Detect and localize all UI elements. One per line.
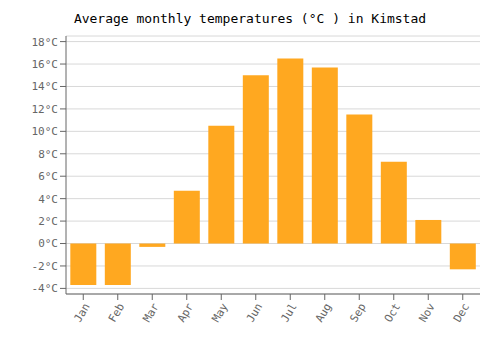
svg-text:Oct: Oct [382,301,403,325]
svg-text:Jul: Jul [278,301,299,325]
svg-text:4°C: 4°C [38,193,58,206]
svg-text:8°C: 8°C [38,148,58,161]
svg-text:2°C: 2°C [38,215,58,228]
svg-text:Mar: Mar [140,301,161,325]
svg-text:14°C: 14°C [32,80,59,93]
svg-text:-4°C: -4°C [32,282,59,295]
svg-text:Jan: Jan [71,301,92,325]
svg-text:Nov: Nov [416,301,437,325]
svg-text:-2°C: -2°C [32,260,59,273]
svg-text:Jun: Jun [244,301,265,325]
svg-text:Feb: Feb [106,301,127,325]
svg-text:Dec: Dec [451,301,472,325]
svg-text:10°C: 10°C [32,125,59,138]
svg-text:16°C: 16°C [32,58,59,71]
html-text:Average monthly temperatures (: Average monthly temperatures (°C ) in Ki… [73,11,427,26]
svg-text:May: May [209,301,230,325]
svg-text:18°C: 18°C [32,36,59,49]
svg-text:12°C: 12°C [32,103,59,116]
svg-text:6°C: 6°C [38,170,58,183]
svg-text:Aug: Aug [313,301,334,325]
svg-text:Apr: Apr [175,301,196,325]
svg-text:0°C: 0°C [38,237,58,250]
svg-text:Sep: Sep [347,301,368,325]
